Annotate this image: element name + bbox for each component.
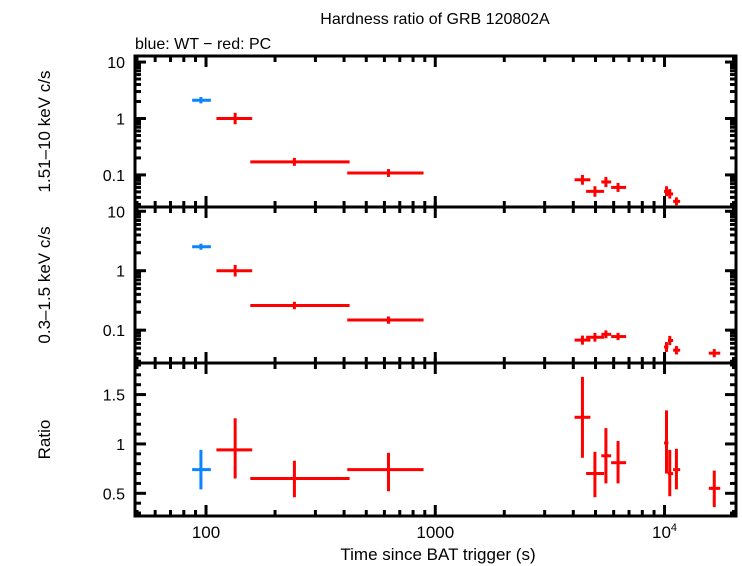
data-point-pc xyxy=(216,418,253,479)
data-point-pc xyxy=(673,448,681,490)
data-point-pc xyxy=(611,332,627,341)
y-tick-label: 1 xyxy=(116,111,125,128)
data-point-pc xyxy=(586,332,605,342)
data-point-wt xyxy=(192,243,211,250)
y-axis-label: Ratio xyxy=(35,420,54,460)
data-point-wt xyxy=(192,97,211,104)
data-point-pc xyxy=(708,349,721,358)
y-tick-label: 1 xyxy=(116,264,125,281)
x-tick-label: 1000 xyxy=(416,523,454,542)
panel-3: 1.5 1 0.5 Ratio xyxy=(35,358,738,518)
data-point-pc xyxy=(673,197,681,206)
data-point-pc xyxy=(601,428,612,484)
data-point-pc xyxy=(347,452,424,492)
data-point-pc xyxy=(611,182,627,192)
y-tick-label: 1.5 xyxy=(103,388,125,405)
chart-title: Hardness ratio of GRB 120802A xyxy=(320,11,550,28)
data-point-pc xyxy=(586,186,605,197)
data-point-pc xyxy=(250,301,350,310)
x-tick-label-exponent: 4 xyxy=(671,522,677,534)
x-tick-label: 100 xyxy=(192,523,220,542)
y-tick-label: 1 xyxy=(116,437,125,454)
data-point-pc xyxy=(667,449,674,497)
panel-frame xyxy=(133,205,738,365)
data-point-pc xyxy=(216,112,253,125)
data-point-pc xyxy=(250,460,350,498)
y-tick-label: 0.1 xyxy=(103,323,125,340)
data-point-pc xyxy=(708,470,721,508)
panel-frame xyxy=(133,54,738,209)
data-point-pc xyxy=(586,451,605,498)
data-point-pc xyxy=(664,186,669,197)
data-point-pc xyxy=(574,335,591,345)
data-point-pc xyxy=(250,157,350,166)
data-point-pc xyxy=(347,169,424,177)
data-point-pc xyxy=(664,342,669,352)
chart-subtitle: blue: WT − red: PC xyxy=(135,36,271,53)
data-point-pc xyxy=(574,376,591,458)
data-point-pc xyxy=(673,346,681,355)
y-tick-label: 0.5 xyxy=(103,486,125,503)
data-point-pc xyxy=(667,335,674,346)
x-axis-label: Time since BAT trigger (s) xyxy=(340,545,535,564)
y-tick-label: 0.1 xyxy=(103,168,125,185)
x-tick-label: 104 xyxy=(652,522,677,542)
panel-frame xyxy=(133,361,738,518)
data-point-pc xyxy=(667,189,674,199)
data-point-pc xyxy=(347,316,424,324)
data-point-pc xyxy=(601,330,612,339)
panel-2: 10 1 0.1 0.3–1.5 keV c/s xyxy=(35,202,738,365)
y-tick-label: 10 xyxy=(107,204,125,221)
data-point-wt xyxy=(192,449,211,490)
y-tick-label: 10 xyxy=(107,55,125,72)
data-point-pc xyxy=(574,174,591,185)
y-axis-label: 1.51–10 keV c/s xyxy=(35,71,54,193)
data-point-pc xyxy=(611,440,627,484)
data-point-pc xyxy=(216,264,253,277)
data-point-pc xyxy=(664,410,669,474)
panel-1: 10 1 0.1 1.51–10 keV c/s xyxy=(35,54,738,209)
y-axis-label: 0.3–1.5 keV c/s xyxy=(35,226,54,343)
data-point-pc xyxy=(601,176,612,188)
